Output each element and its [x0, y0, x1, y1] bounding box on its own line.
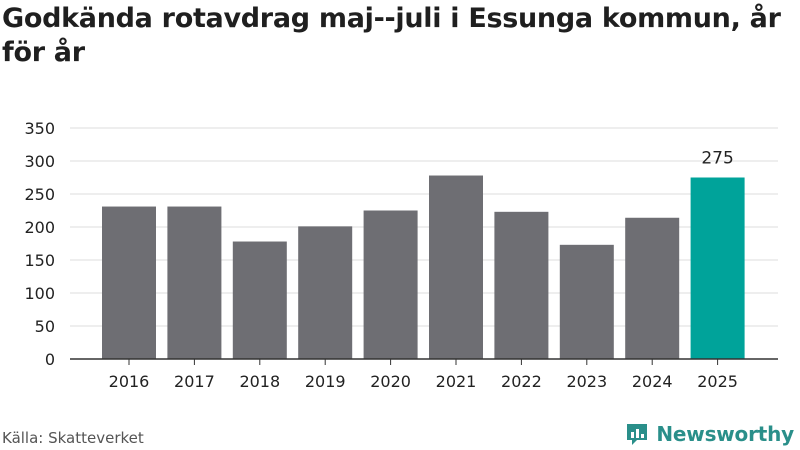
- x-tick-label: 2023: [566, 372, 607, 391]
- bar-2019: [298, 226, 353, 359]
- bar-2021: [429, 175, 483, 359]
- y-axis: 0 50 100 150 200 250 300 350: [24, 119, 55, 369]
- bar-2022: [494, 211, 549, 359]
- x-tick-label: 2024: [632, 372, 673, 391]
- y-tick-label: 300: [24, 152, 55, 171]
- y-tick-label: 250: [24, 185, 55, 204]
- x-tick-label: 2025: [697, 372, 738, 391]
- bar-2023: [559, 244, 614, 359]
- bar-2018: [232, 241, 287, 359]
- x-tick-label: 2022: [501, 372, 542, 391]
- bar-2025: [690, 177, 745, 359]
- bars: [102, 175, 745, 359]
- x-tick-label: 2020: [370, 372, 411, 391]
- data-label: 275: [701, 149, 733, 169]
- newsworthy-logo-icon: [627, 424, 648, 445]
- x-tick-label: 2018: [239, 372, 280, 391]
- y-tick-label: 350: [24, 119, 55, 138]
- brand: Newsworthy: [624, 419, 794, 449]
- bar-2016: [102, 206, 156, 359]
- y-tick-label: 50: [35, 317, 55, 336]
- y-tick-label: 0: [45, 350, 55, 369]
- x-tick-label: 2021: [436, 372, 477, 391]
- x-tick-label: 2019: [305, 372, 346, 391]
- bar-2024: [625, 217, 680, 359]
- y-tick-label: 100: [24, 284, 55, 303]
- source-note: Källa: Skatteverket: [2, 429, 144, 447]
- bar-2020: [363, 210, 418, 359]
- y-tick-label: 150: [24, 251, 55, 270]
- x-tick-label: 2016: [109, 372, 150, 391]
- data-labels: 275: [701, 149, 733, 169]
- y-tick-label: 200: [24, 218, 55, 237]
- chart-title: Godkända rotavdrag maj--juli i Essunga k…: [2, 3, 781, 68]
- brand-name: Newsworthy: [656, 422, 794, 446]
- x-tick-label: 2017: [174, 372, 215, 391]
- x-axis: 2016 2017 2018 2019 2020 2021 2022 2023 2024 2025: [70, 358, 778, 391]
- bar-2017: [167, 206, 222, 359]
